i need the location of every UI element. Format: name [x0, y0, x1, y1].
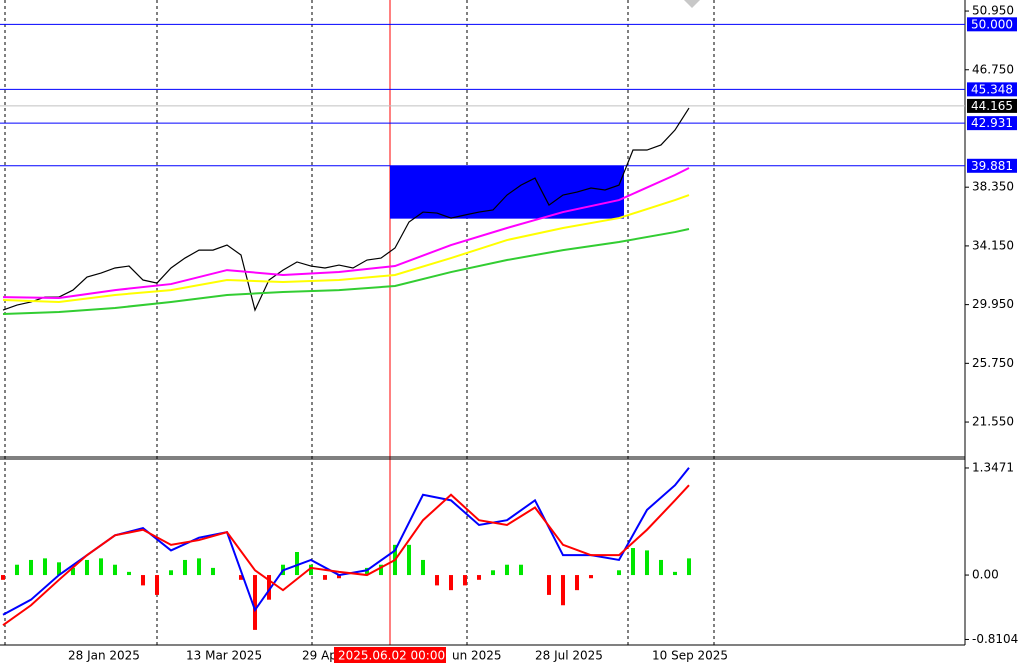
y-tick-label: 1.3471 [972, 460, 1014, 474]
x-tick-label: 2024 [0, 649, 1, 663]
histogram-bar [645, 550, 649, 576]
histogram-bar [589, 575, 593, 579]
histogram-bar [295, 552, 299, 576]
crosshair-label: 2025.06.02 00:00 [338, 649, 445, 663]
histogram-bar [617, 570, 621, 576]
series-line [2, 107, 690, 312]
histogram-bar [561, 575, 565, 606]
histogram-bar [505, 564, 509, 576]
histogram-bar [127, 571, 131, 576]
histogram-bar [211, 567, 215, 576]
histogram-bar [575, 575, 579, 591]
y-tick-label: -0.8104 [972, 632, 1018, 646]
histogram-bar [435, 575, 439, 586]
level-label: 45.348 [971, 82, 1013, 96]
histogram-bar [183, 559, 187, 576]
x-tick-label: un 2025 [452, 649, 502, 663]
level-label: 42.931 [971, 116, 1013, 130]
y-tick-label: 29.950 [972, 297, 1014, 311]
histogram-bar [687, 558, 691, 576]
histogram-bar [71, 567, 75, 576]
histogram-bar [659, 559, 663, 576]
histogram-bar [1, 575, 5, 580]
y-tick-label: 34.150 [972, 238, 1014, 252]
y-tick-label: 0.00 [972, 568, 999, 582]
histogram-bar [15, 564, 19, 576]
histogram-bar [29, 559, 33, 576]
time-grid [4, 0, 715, 645]
series-line [2, 484, 690, 626]
histogram-bar [673, 571, 677, 576]
histogram-bar [407, 544, 411, 576]
arrow-marker [684, 0, 700, 8]
histogram-bar [421, 559, 425, 576]
level-label: 44.165 [971, 99, 1013, 113]
y-tick-label: 38.350 [972, 180, 1014, 194]
x-tick-label: 28 Jul 2025 [535, 649, 603, 663]
histogram-bar [239, 575, 243, 580]
series-line [2, 194, 690, 303]
histogram-bar [477, 575, 481, 580]
histogram-bar [141, 575, 145, 586]
histogram-bar [519, 564, 523, 576]
level-label-bg [967, 17, 1017, 32]
x-tick-label: 13 Mar 2025 [186, 649, 262, 663]
histogram-bar [449, 575, 453, 591]
histogram-bar [57, 562, 61, 576]
histogram-bar [169, 570, 173, 576]
y-tick-label: 50.950 [972, 4, 1014, 18]
histogram-bar [43, 558, 47, 576]
histogram-bar [113, 564, 117, 576]
series-line [2, 228, 690, 315]
histogram-bar [267, 575, 271, 600]
histogram-bar [337, 575, 341, 579]
level-label-bg [967, 98, 1017, 113]
histogram-bar [85, 559, 89, 576]
level-label-bg [967, 82, 1017, 97]
level-label: 39.881 [971, 159, 1013, 173]
histogram-bar [309, 564, 313, 576]
histogram-bar [253, 575, 257, 630]
rectangle [390, 165, 624, 219]
crosshair-label-bg [334, 647, 446, 663]
histogram-bar [491, 570, 495, 576]
x-tick-label: 28 Jan 2025 [68, 649, 140, 663]
series-line [2, 167, 690, 300]
histogram-bar [99, 558, 103, 576]
histogram-bar [463, 575, 467, 586]
histogram-bar [155, 575, 159, 595]
y-tick-label: 46.750 [972, 62, 1014, 76]
level-label: 50.000 [971, 17, 1013, 31]
histogram-bar [197, 558, 201, 576]
histogram-bar [379, 564, 383, 576]
y-tick-label: 25.750 [972, 356, 1014, 370]
level-label-bg [967, 116, 1017, 131]
x-tick-label: 10 Sep 2025 [652, 649, 728, 663]
x-tick-label: 29 Ap [302, 649, 337, 663]
histogram-bar [631, 548, 635, 576]
histogram-bar [365, 567, 369, 576]
histogram-bar [323, 575, 327, 580]
level-label-bg [967, 158, 1017, 173]
histogram-bar [547, 575, 551, 595]
y-tick-label: 21.550 [972, 415, 1014, 429]
